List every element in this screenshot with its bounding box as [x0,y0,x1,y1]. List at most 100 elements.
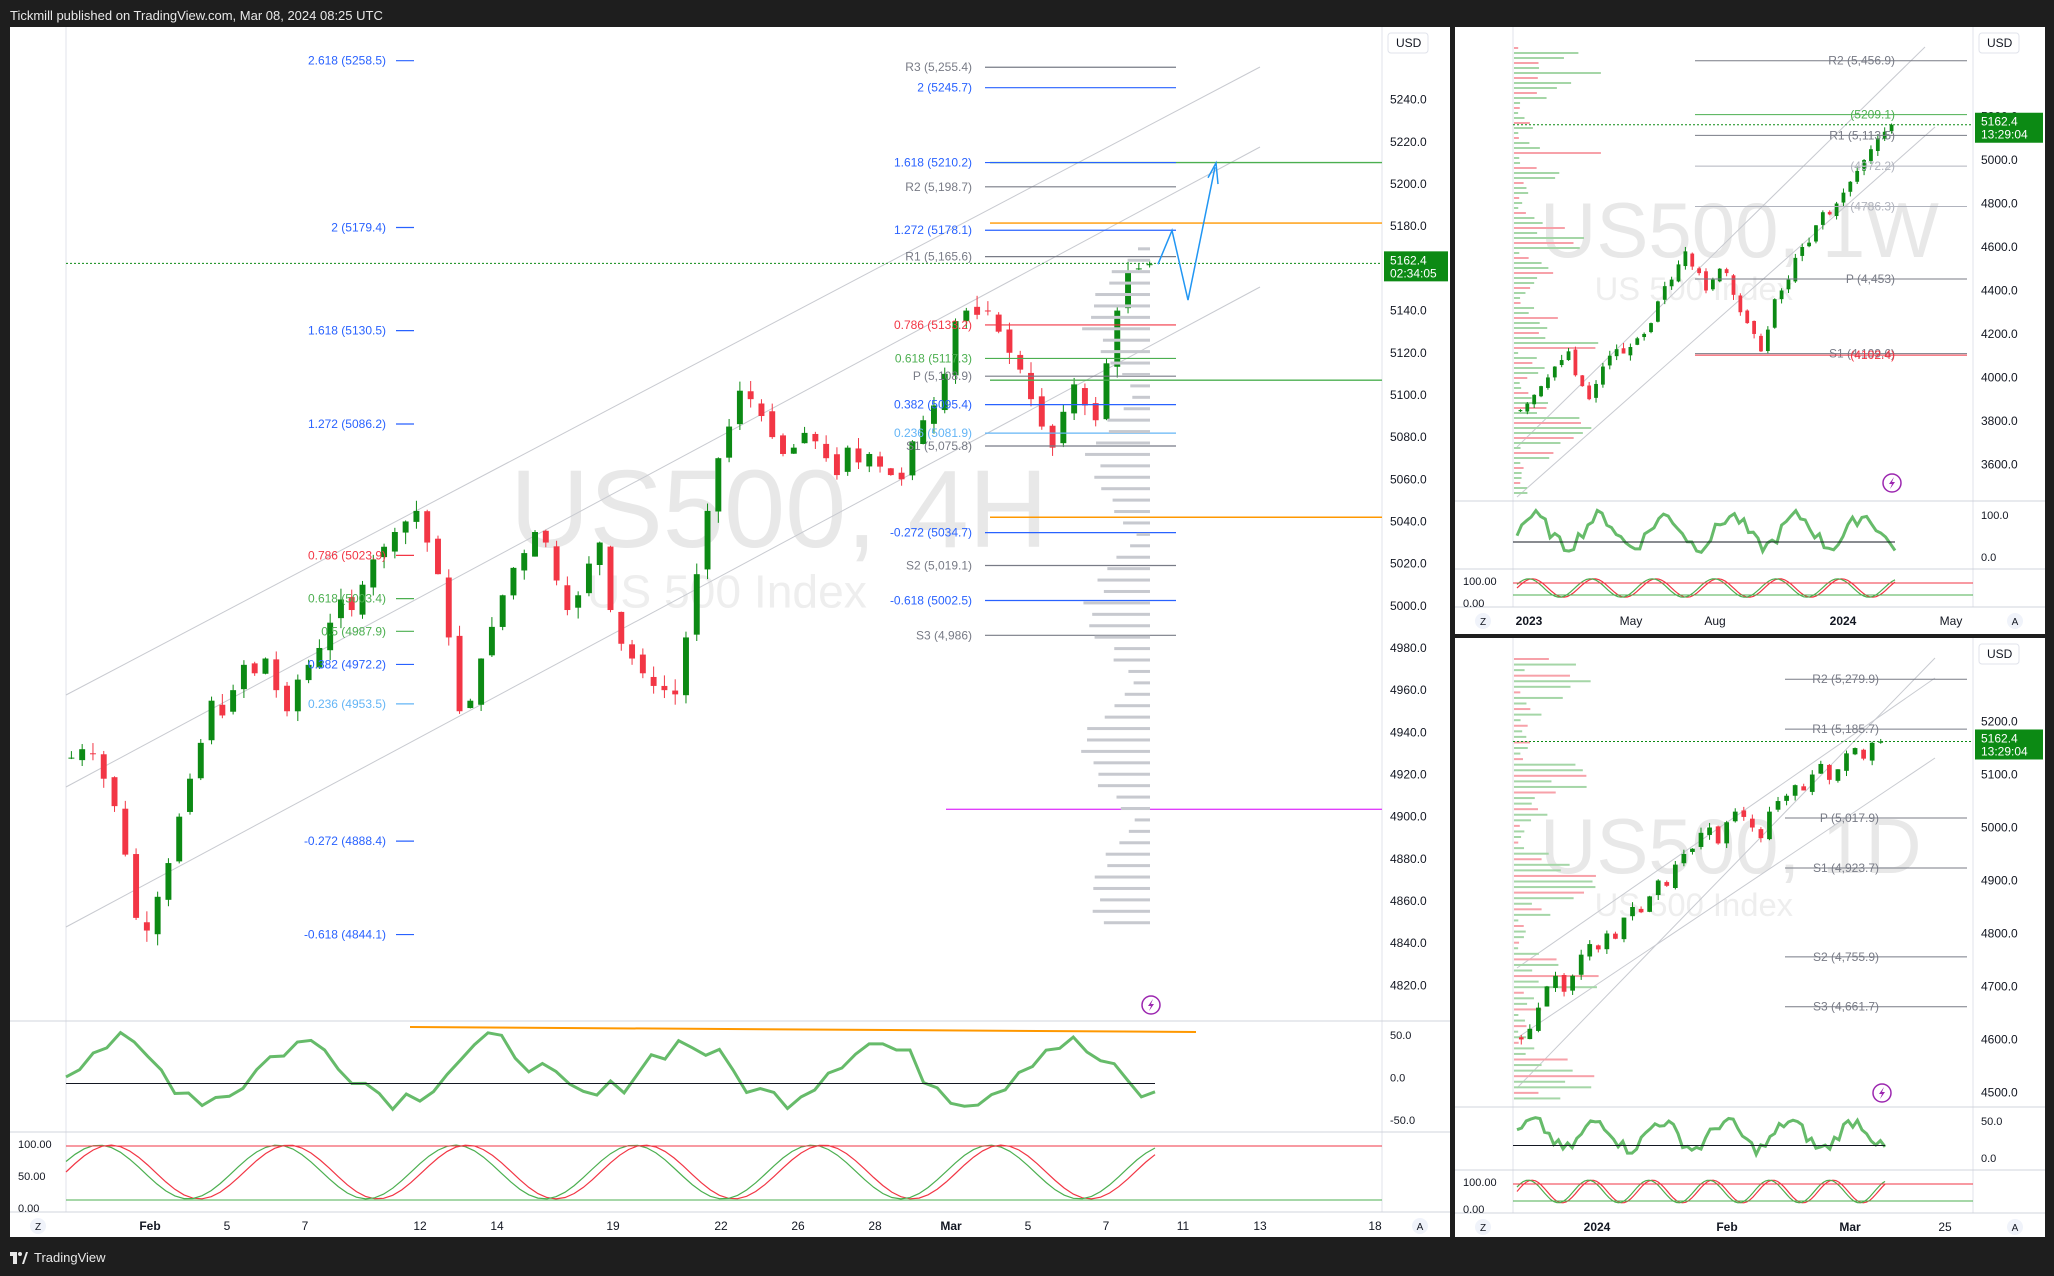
svg-text:02:34:05: 02:34:05 [1390,266,1437,280]
daily-volume-profile-bar [1514,880,1593,883]
main-4h-y-tick-label: 5020.0 [1390,557,1427,571]
daily-x-tick-label: Mar [1839,1220,1861,1234]
main-4h-candle [262,657,269,675]
main-volume-profile-bar [1094,475,1150,479]
main-4h-candle [812,431,819,449]
main-4h-stoch-tick: 0.00 [18,1203,39,1215]
weekly-volume-profile-bar [1514,322,1540,324]
weekly-candle [1855,166,1860,185]
weekly-candle [1704,268,1708,294]
main-projection-arrowhead [1207,160,1219,185]
main-4h-candle [941,367,948,414]
daily-volume-profile-bar [1514,791,1556,794]
main-fib-right-label: R3 (5,255.4) [905,60,972,74]
weekly-zoom-button[interactable]: Z [1475,613,1491,629]
main-fib-right-label: S2 (5,019.1) [906,559,972,573]
main-4h-candle [1028,362,1034,407]
weekly-volume-profile-bar [1514,192,1529,194]
svg-text:A: A [1417,1222,1424,1233]
main-4h-candle [68,751,75,760]
daily-candle [1655,879,1661,900]
daily-candle [1707,822,1712,840]
main-4h-candle [208,696,215,745]
weekly-volume-profile-bar [1514,312,1529,314]
weekly-volume-profile-bar [1514,297,1521,299]
daily-volume-profile-bar [1514,813,1548,816]
main-4h-currency-button[interactable]: USD [1387,32,1429,54]
main-volume-profile-bar [1103,921,1150,925]
main-volume-profile-bar [1128,669,1150,673]
daily-rsi-tick: 0.0 [1981,1153,1996,1165]
weekly-x-tick-label: May [1940,614,1963,628]
main-4h-candle [79,744,86,767]
svg-text:5162.4: 5162.4 [1981,115,2018,129]
svg-text:5162.4: 5162.4 [1981,731,2018,745]
weekly-volume-profile-bar [1514,232,1538,234]
weekly-currency-button[interactable]: USD [1978,32,2020,54]
main-volume-profile-bar [1104,715,1150,719]
daily-lightning-icon[interactable] [1872,1083,1892,1103]
main-volume-profile-bar [1132,395,1150,399]
main-4h-x-tick-label: 11 [1177,1219,1190,1233]
weekly-last-price-badge: 5162.413:29:04 [1975,112,2043,143]
weekly-volume-profile-bar [1514,137,1519,139]
weekly-lightning-icon[interactable] [1882,473,1902,493]
weekly-volume-profile-bar [1514,427,1592,429]
daily-volume-profile-bar [1514,752,1521,755]
main-4h-x-tick-label: 5 [224,1219,231,1233]
weekly-candle [1635,336,1640,346]
main-fib-right-label: R1 (5,165.6) [905,250,972,264]
weekly-level-label: R1 (5,113.5) [1829,128,1895,142]
main-4h-candle [348,589,355,617]
weekly-candle [1607,350,1612,370]
main-volume-profile-bar [1116,555,1150,559]
weekly-auto-scale-button[interactable]: A [2007,613,2023,629]
publish-header: Tickmill published on TradingView.com, M… [10,8,383,23]
main-volume-profile-bar [1116,795,1150,799]
daily-volume-profile-bar [1514,947,1519,950]
daily-currency-button[interactable]: USD [1978,643,2020,665]
weekly-volume-profile-bar [1514,387,1522,389]
weekly-level-label: (4972.2) [1850,159,1895,173]
main-4h-zoom-button[interactable]: Z [30,1218,46,1234]
weekly-candle [1827,210,1832,216]
daily-stoch-pane: 100.00 0.00 [1463,1177,1973,1216]
daily-candle [1749,814,1755,832]
daily-auto-scale-button[interactable]: A [2007,1219,2023,1235]
main-chart-panel[interactable]: US500, 4H US 500 Index 5240.0 5220.0 5200.0 5… [10,27,1450,1237]
svg-text:Z: Z [35,1222,41,1233]
main-4h-last-price-badge: 5162.402:34:05 [1384,251,1448,282]
main-volume-profile-bar [1111,270,1150,274]
daily-rsi-line [1516,1116,1887,1159]
daily-volume-profile-bar [1514,769,1583,772]
main-4h-candle [898,467,905,486]
weekly-candle [1559,354,1564,368]
main-4h-x-tick-label: 28 [868,1219,882,1233]
daily-candle [1835,769,1841,783]
daily-chart-panel[interactable]: US500, 1D US 500 Index 5200.0 5100.0 5000.0 4… [1455,638,2045,1237]
weekly-candle [1793,253,1798,283]
daily-volume-profile-bar [1514,1002,1528,1005]
main-volume-profile-bar [1108,430,1150,434]
weekly-volume-profile-bar [1514,152,1601,154]
daily-volume-profile-bar [1514,1047,1535,1050]
tradingview-logo-icon [10,1251,28,1264]
weekly-volume-profile-bar [1514,87,1557,89]
daily-volume-profile-bar [1514,708,1531,711]
daily-volume-profile-bar [1514,1052,1526,1055]
daily-volume-profile-bar [1514,719,1521,722]
daily-candle [1587,940,1593,961]
main-4h-auto-scale-button[interactable]: A [1412,1218,1428,1234]
main-4h-lightning-icon[interactable] [1141,995,1161,1015]
daily-zoom-button[interactable]: Z [1475,1219,1491,1235]
daily-candle [1724,820,1730,849]
weekly-candle [1759,333,1763,352]
main-4h-candle [488,617,495,658]
main-4h-candle [553,540,560,586]
main-4h-channel-line [65,146,1261,788]
weekly-candle [1532,394,1537,408]
